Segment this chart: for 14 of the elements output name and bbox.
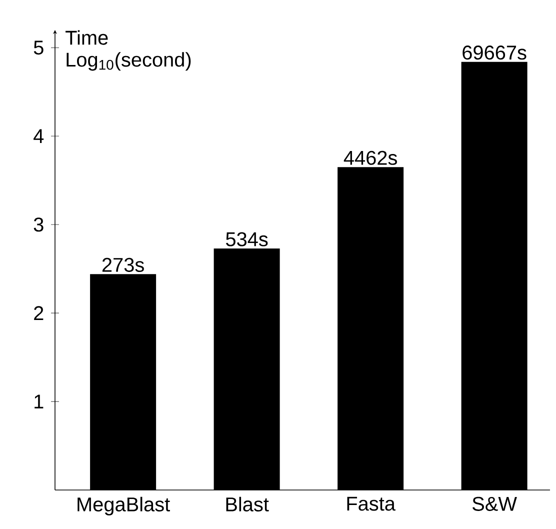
y-tick-label: 1 bbox=[34, 394, 44, 408]
y-axis-title: Time Log$_{10}$(second) bbox=[66, 30, 191, 71]
y-tick-label: 3 bbox=[34, 218, 44, 232]
annotation: 273s bbox=[102, 258, 144, 272]
x-tick-label: S&W bbox=[472, 496, 517, 511]
x-tick-label: Fasta bbox=[347, 496, 396, 511]
annotation: 69667s bbox=[462, 46, 526, 60]
x-tick-label: MegaBlast bbox=[78, 496, 170, 516]
annotation: 4462s bbox=[344, 150, 397, 165]
x-tick-label: Blast bbox=[226, 496, 269, 512]
y-tick-label: 5 bbox=[34, 40, 44, 55]
y-tick-label: 2 bbox=[34, 306, 44, 320]
y-tick-label: 4 bbox=[34, 129, 44, 144]
annotation: 534s bbox=[226, 232, 268, 246]
